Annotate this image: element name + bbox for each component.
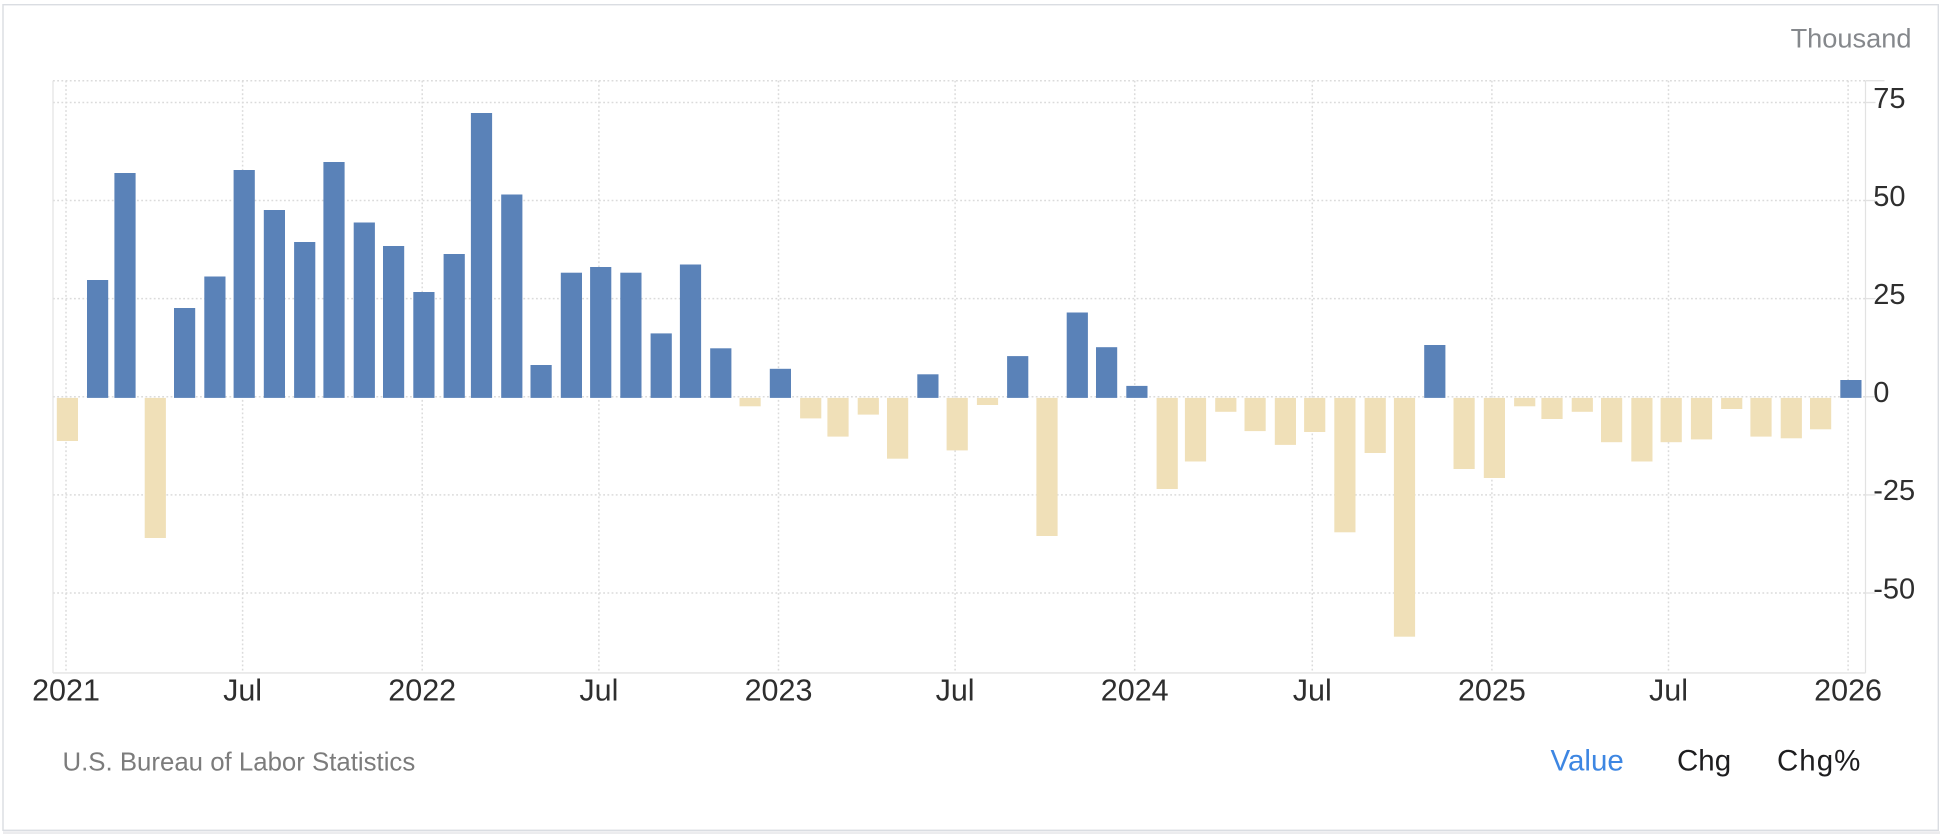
svg-text:0: 0 [1873, 377, 1889, 409]
svg-text:2026: 2026 [1814, 674, 1882, 708]
svg-text:Jul: Jul [223, 674, 262, 708]
svg-text:Jul: Jul [579, 674, 618, 708]
svg-text:Value: Value [1551, 745, 1624, 778]
svg-text:Chg%: Chg% [1777, 745, 1861, 778]
svg-text:75: 75 [1873, 83, 1905, 115]
svg-text:Thousand: Thousand [1791, 23, 1912, 54]
svg-text:Jul: Jul [936, 674, 975, 708]
svg-text:Jul: Jul [1293, 674, 1332, 708]
svg-text:-50: -50 [1873, 573, 1915, 605]
svg-text:2024: 2024 [1101, 674, 1169, 708]
svg-text:Chg: Chg [1677, 745, 1731, 778]
svg-text:2023: 2023 [745, 674, 813, 708]
svg-text:U.S. Bureau of Labor Statistic: U.S. Bureau of Labor Statistics [63, 749, 416, 777]
svg-text:50: 50 [1873, 181, 1905, 213]
svg-text:Jul: Jul [1649, 674, 1688, 708]
svg-text:25: 25 [1873, 279, 1905, 311]
svg-text:-25: -25 [1873, 475, 1915, 507]
svg-text:2021: 2021 [32, 674, 100, 708]
svg-text:2022: 2022 [388, 674, 456, 708]
svg-text:2025: 2025 [1458, 674, 1526, 708]
